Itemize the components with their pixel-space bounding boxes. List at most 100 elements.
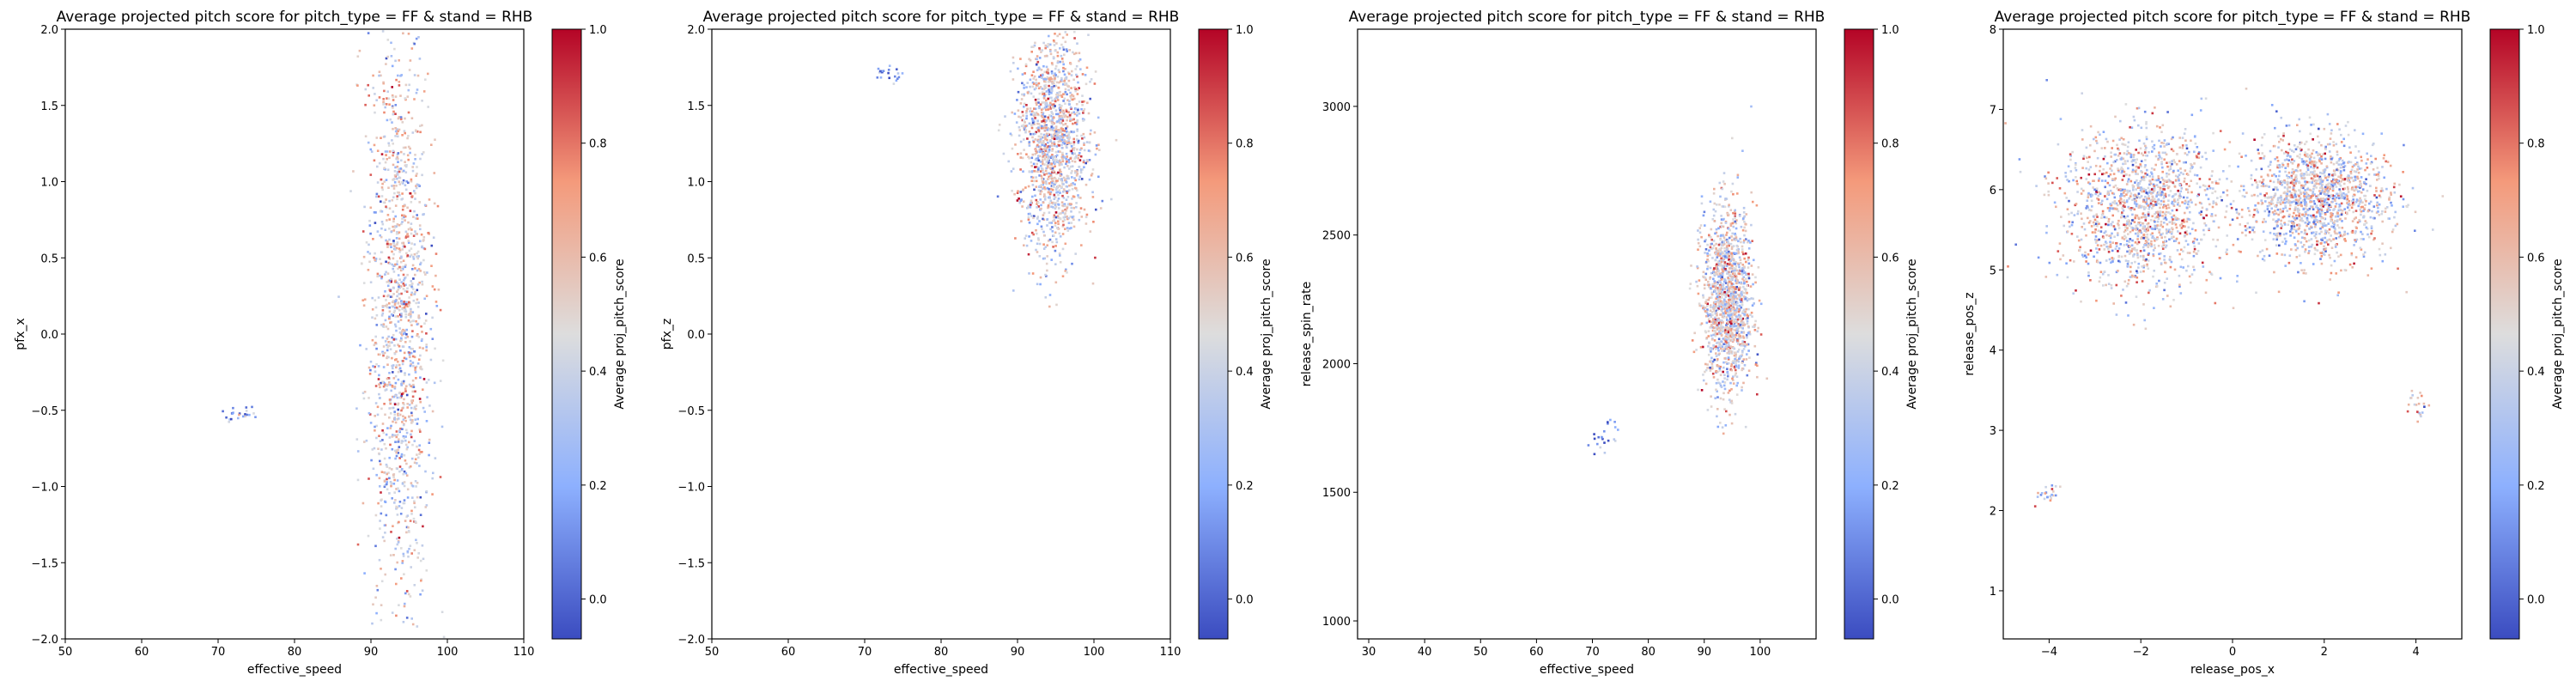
data-point — [1047, 116, 1049, 119]
data-point — [394, 104, 398, 106]
data-point — [1062, 188, 1066, 191]
data-point — [1058, 144, 1060, 147]
data-point — [395, 281, 398, 283]
data-point — [405, 333, 408, 336]
data-point — [375, 324, 379, 326]
data-point — [1710, 395, 1712, 398]
data-point — [399, 150, 403, 154]
data-point — [2140, 216, 2143, 219]
data-point — [1054, 150, 1058, 154]
data-point — [1735, 279, 1737, 283]
data-point — [392, 196, 395, 198]
data-point — [1716, 234, 1719, 238]
data-point — [1730, 275, 1734, 278]
data-point — [1048, 106, 1051, 108]
data-point — [1741, 362, 1744, 364]
data-point — [2004, 122, 2007, 125]
data-point — [1702, 271, 1705, 274]
data-point — [2142, 154, 2145, 157]
data-point — [2263, 259, 2266, 262]
data-point — [416, 417, 419, 421]
data-point — [1078, 159, 1082, 161]
data-point — [1063, 133, 1066, 137]
data-point — [381, 30, 385, 33]
data-point — [1052, 75, 1055, 77]
data-point — [1067, 177, 1070, 180]
data-point — [1733, 354, 1736, 357]
data-point — [1719, 282, 1722, 284]
data-point — [1072, 52, 1076, 56]
data-point — [1076, 138, 1078, 141]
data-point — [374, 596, 377, 599]
data-point — [404, 146, 407, 149]
data-point — [876, 76, 879, 79]
data-point — [377, 296, 380, 299]
data-point — [1025, 104, 1028, 106]
data-point — [380, 448, 383, 451]
data-point — [2246, 207, 2250, 210]
data-point — [392, 154, 394, 157]
data-point — [2205, 193, 2208, 197]
data-point — [1741, 335, 1745, 338]
data-point — [1061, 275, 1065, 277]
data-point — [1741, 311, 1745, 313]
data-point — [1069, 106, 1072, 109]
data-point — [1058, 103, 1061, 106]
data-point — [393, 386, 397, 390]
data-point — [1069, 216, 1072, 218]
data-point — [421, 283, 424, 286]
data-point — [1062, 63, 1065, 66]
data-point — [398, 363, 401, 367]
data-point — [1040, 207, 1042, 210]
data-point — [2108, 210, 2111, 212]
data-point — [386, 344, 388, 346]
data-point — [1746, 334, 1748, 337]
data-point — [1724, 269, 1728, 272]
data-point — [1704, 370, 1706, 374]
data-point — [1052, 126, 1055, 130]
data-point — [361, 262, 363, 265]
data-point — [1040, 184, 1043, 186]
data-point — [2157, 193, 2160, 197]
data-point — [382, 201, 386, 204]
data-point — [1050, 171, 1054, 174]
data-point — [1726, 312, 1729, 315]
data-point — [404, 219, 406, 222]
data-point — [1056, 34, 1059, 38]
data-point — [1060, 54, 1063, 58]
data-point — [403, 310, 406, 313]
data-point — [1713, 272, 1716, 276]
data-point — [2188, 275, 2191, 278]
data-point — [1052, 246, 1054, 248]
data-point — [1710, 235, 1712, 239]
data-point — [1061, 36, 1065, 40]
data-point — [396, 241, 399, 244]
data-point — [403, 484, 406, 488]
data-point — [388, 477, 391, 480]
data-point — [1046, 163, 1048, 167]
data-point — [1731, 232, 1734, 235]
data-point — [1081, 94, 1084, 97]
data-point — [2160, 142, 2163, 144]
data-point — [1067, 141, 1070, 144]
data-point — [374, 299, 377, 301]
data-point — [1070, 96, 1072, 99]
data-point — [2135, 149, 2137, 151]
data-point — [1030, 74, 1034, 76]
data-point — [1097, 143, 1100, 146]
data-point — [1728, 297, 1731, 300]
data-point — [1745, 260, 1747, 264]
data-point — [388, 436, 392, 439]
data-point — [1716, 370, 1719, 374]
data-point — [1061, 128, 1065, 131]
data-point — [1019, 199, 1023, 203]
data-point — [1056, 76, 1060, 78]
data-point — [1722, 325, 1724, 329]
data-point — [1055, 132, 1058, 136]
data-point — [1743, 323, 1747, 326]
data-point — [2142, 205, 2146, 209]
data-point — [2157, 175, 2160, 178]
data-point — [391, 139, 393, 142]
data-point — [1054, 165, 1056, 167]
data-point — [405, 531, 408, 534]
